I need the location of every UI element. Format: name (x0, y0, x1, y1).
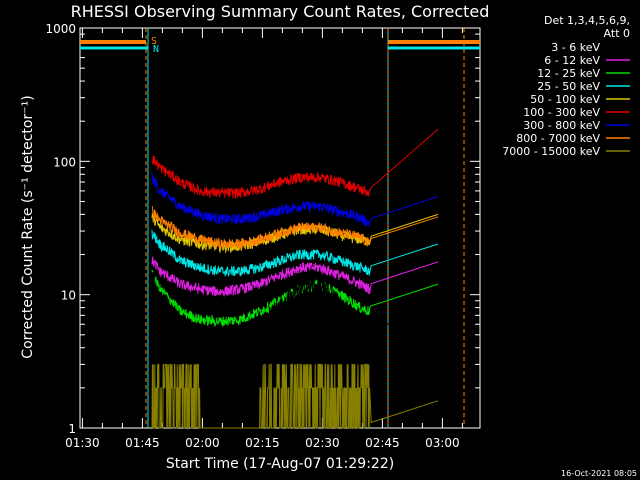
legend-header-1: Det 1,3,4,5,6,9, (544, 14, 630, 27)
legend-label: 800 - 7000 keV (516, 132, 600, 145)
x-tick-label: 03:00 (425, 436, 460, 450)
legend-label: 12 - 25 keV (537, 67, 600, 80)
x-tick-label: 02:45 (365, 436, 400, 450)
y-axis-label: Corrected Count Rate (s⁻¹ detector⁻¹) (20, 95, 36, 358)
x-tick-label: 01:45 (125, 436, 160, 450)
legend-header-2: Att 0 (604, 27, 630, 40)
plot-layer: 1 10 100 1000 01:30 01:45 02:00 02:15 02:30 02:45… (45, 22, 481, 450)
night-n-label: N (153, 44, 159, 55)
legend-label: 300 - 800 keV (523, 119, 600, 132)
series-line (151, 269, 439, 328)
y-tick-label: 100 (53, 155, 76, 169)
x-tick-label: 02:00 (185, 436, 220, 450)
y-tick-label: 1000 (45, 22, 76, 36)
legend-label: 100 - 300 keV (523, 106, 600, 119)
x-tick-label: 02:30 (305, 436, 340, 450)
x-axis-label: Start Time (17-Aug-07 01:29:22) (166, 456, 394, 472)
chart-title: RHESSI Observing Summary Count Rates, Co… (71, 2, 490, 21)
legend-label: 3 - 6 keV (551, 41, 600, 54)
series-line (151, 229, 439, 277)
legend-label: 50 - 100 keV (530, 93, 600, 106)
series-line (151, 271, 439, 351)
legend-label: 25 - 50 keV (537, 80, 600, 93)
legend-label: 7000 - 15000 keV (502, 145, 600, 158)
legend-label: 6 - 12 keV (544, 54, 600, 67)
y-tick-label: 1 (68, 422, 76, 436)
y-tick-label: 10 (61, 289, 76, 303)
x-tick-label: 01:30 (65, 436, 100, 450)
series-line (151, 205, 439, 251)
plot-frame (79, 27, 481, 429)
saa-s-label: S (151, 36, 157, 47)
series-line (151, 172, 439, 227)
series-line (151, 128, 439, 199)
series-line (151, 363, 439, 429)
series-line (151, 256, 439, 297)
timestamp-label: 16-Oct-2021 08:05 (561, 469, 637, 478)
x-tick-label: 02:15 (245, 436, 280, 450)
